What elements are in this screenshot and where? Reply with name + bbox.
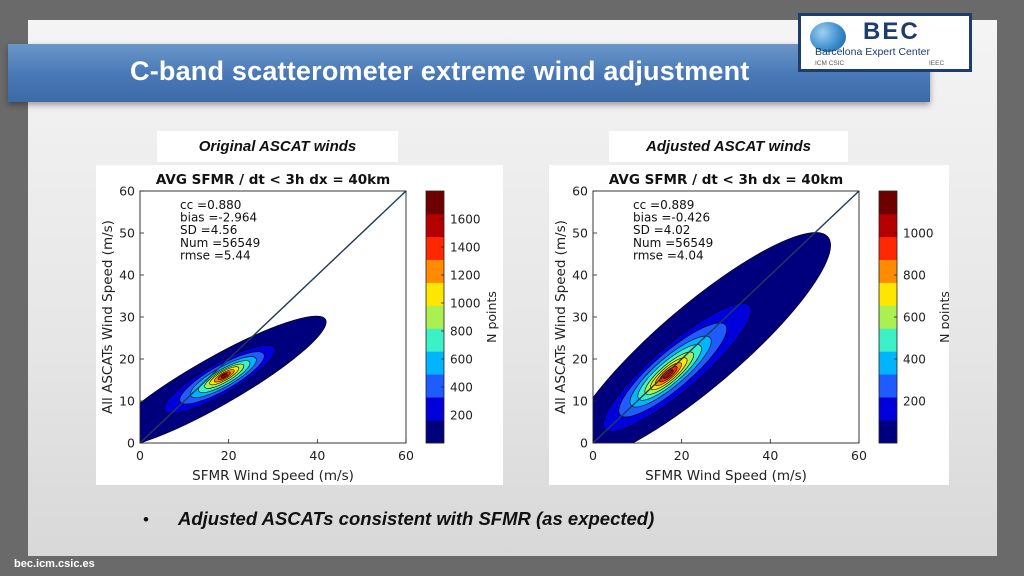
y-tick-label: 10 <box>572 394 588 409</box>
colorbar-label: N points <box>484 291 499 343</box>
colorbar-segment <box>879 191 897 215</box>
colorbar-segment <box>426 351 444 375</box>
colorbar-tick-label: 1200 <box>450 269 481 283</box>
y-tick-label: 50 <box>572 226 588 241</box>
colorbar-label: N points <box>937 291 949 343</box>
colorbar-segment <box>879 374 897 398</box>
x-tick-label: 20 <box>221 448 237 463</box>
title-bar <box>8 44 930 102</box>
stat-line: SD =4.02 <box>633 223 690 237</box>
stat-line: bias =-2.964 <box>180 211 257 225</box>
stat-line: rmse =5.44 <box>180 248 251 262</box>
stat-line: cc =0.889 <box>633 198 694 212</box>
panel-label-original: Original ASCAT winds <box>157 131 398 162</box>
colorbar-segment <box>879 213 897 238</box>
y-tick-label: 50 <box>119 226 135 241</box>
colorbar-segment <box>879 397 897 421</box>
x-tick-label: 40 <box>762 448 778 463</box>
stat-line: rmse =4.04 <box>633 248 704 262</box>
colorbar-segment <box>426 305 444 329</box>
colorbar-tick-label: 800 <box>450 325 473 339</box>
y-axis-label: All ASCATs Wind Speed (m/s) <box>100 220 116 414</box>
x-tick-label: 0 <box>589 448 597 463</box>
logo-name: BEC <box>863 18 920 45</box>
colorbar-segment <box>879 305 897 329</box>
panel-label-adjusted: Adjusted ASCAT winds <box>609 131 848 162</box>
colorbar-frame <box>425 190 445 444</box>
colorbar-tick-label: 600 <box>903 311 926 325</box>
colorbar-tick-label: 600 <box>450 353 473 367</box>
y-tick-label: 20 <box>119 352 135 367</box>
colorbar-tick-label: 400 <box>450 381 473 395</box>
colorbar-segment <box>426 282 444 306</box>
colorbar-tick-label: 200 <box>903 395 926 409</box>
bullet-dot: • <box>143 510 149 529</box>
y-tick-label: 0 <box>580 436 588 451</box>
colorbar-segment <box>879 328 897 352</box>
scatter-density-plot-adjusted: AVG SFMR / dt < 3h dx = 40km 0 20 40 60 0 10 20… <box>549 165 949 485</box>
stat-line: SD =4.56 <box>180 223 237 237</box>
density-level-10 <box>220 373 228 379</box>
y-tick-label: 40 <box>572 268 588 283</box>
bec-logo: BEC Barcelona Expert Center ICM CSIC IEE… <box>798 13 972 72</box>
colorbar-segment <box>879 420 897 444</box>
colorbar-tick-label: 400 <box>903 353 926 367</box>
colorbar-tick-label: 1000 <box>903 227 934 241</box>
stat-line: bias =-0.426 <box>633 211 710 225</box>
colorbar-segment <box>426 328 444 352</box>
stat-line: Num =56549 <box>633 236 713 250</box>
logo-footer-left: ICM CSIC <box>815 60 845 67</box>
colorbar-segment <box>426 420 444 444</box>
y-tick-label: 60 <box>119 184 135 199</box>
slide-title: C-band scatterometer extreme wind adjust… <box>130 56 750 86</box>
y-tick-label: 60 <box>572 184 588 199</box>
x-axis-label: SFMR Wind Speed (m/s) <box>645 468 807 484</box>
y-axis-label: All ASCATs Wind Speed (m/s) <box>553 220 569 414</box>
x-tick-label: 60 <box>851 448 867 463</box>
y-tick-label: 20 <box>572 352 588 367</box>
footer-url: bec.icm.csic.es <box>14 558 95 570</box>
y-tick-label: 30 <box>119 310 135 325</box>
chart-title: AVG SFMR / dt < 3h dx = 40km <box>156 172 390 188</box>
colorbar-segment <box>426 213 444 238</box>
colorbar-segment <box>426 397 444 421</box>
stat-line: Num =56549 <box>180 236 260 250</box>
colorbar-tick-label: 800 <box>903 269 926 283</box>
globe-icon <box>810 22 846 52</box>
colorbar-tick-label: 1000 <box>450 297 481 311</box>
x-tick-label: 0 <box>136 448 144 463</box>
y-tick-label: 0 <box>127 436 135 451</box>
logo-footer-right: IEEC <box>929 60 945 67</box>
logo-subtitle: Barcelona Expert Center <box>815 46 930 58</box>
one-to-one-line <box>139 190 407 444</box>
scatter-density-plot-original: AVG SFMR / dt < 3h dx = 40km 0 20 40 60 0 10 20… <box>96 165 503 485</box>
x-tick-label: 60 <box>398 448 414 463</box>
x-axis-label: SFMR Wind Speed (m/s) <box>192 468 354 484</box>
one-to-one-line <box>592 190 860 444</box>
colorbar-tick-label: 1600 <box>450 213 481 227</box>
colorbar-tick-label: 200 <box>450 409 473 423</box>
colorbar-segment <box>879 282 897 306</box>
y-tick-label: 30 <box>572 310 588 325</box>
colorbar-segment <box>426 374 444 398</box>
colorbar-segment <box>879 259 897 283</box>
chart-title: AVG SFMR / dt < 3h dx = 40km <box>609 172 843 188</box>
colorbar-segment <box>426 191 444 215</box>
x-tick-label: 40 <box>309 448 325 463</box>
x-tick-label: 20 <box>674 448 690 463</box>
colorbar-segment <box>426 259 444 283</box>
y-tick-label: 10 <box>119 394 135 409</box>
colorbar-tick-label: 1400 <box>450 241 481 255</box>
colorbar-segment <box>426 236 444 261</box>
colorbar-segment <box>879 351 897 375</box>
y-tick-label: 40 <box>119 268 135 283</box>
colorbar-segment <box>879 236 897 261</box>
density-contours <box>140 315 327 443</box>
bullet-text: Adjusted ASCATs consistent with SFMR (as… <box>178 508 655 529</box>
stat-line: cc =0.880 <box>180 198 241 212</box>
